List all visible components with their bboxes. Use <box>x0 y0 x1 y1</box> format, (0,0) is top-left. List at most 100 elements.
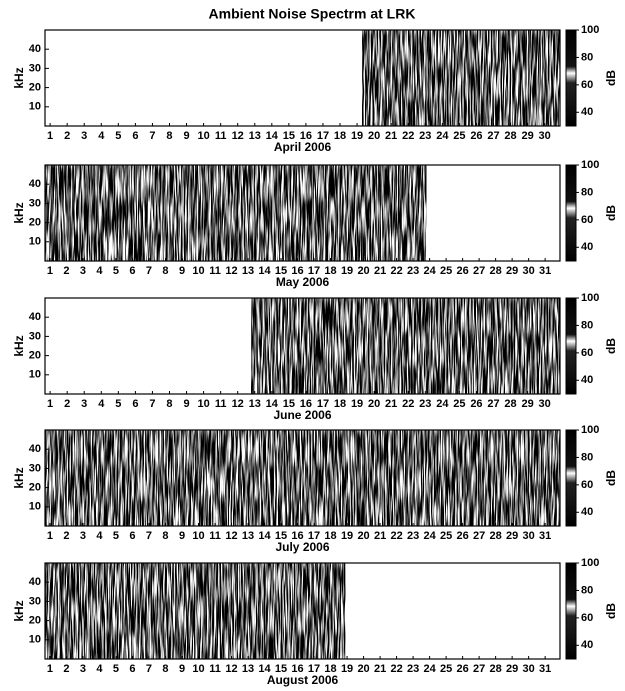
x-tick-label: 26 <box>456 663 468 675</box>
x-tick-label: 21 <box>385 130 397 142</box>
colorbar-tick-label: 100 <box>581 292 599 304</box>
x-tick-label: 11 <box>209 265 221 277</box>
x-tick-label: 11 <box>215 398 227 410</box>
x-tick-label: 7 <box>146 530 152 542</box>
x-tick-label: 12 <box>225 530 237 542</box>
x-tick-label: 17 <box>308 663 320 675</box>
y-axis-label: kHz <box>12 600 26 621</box>
x-tick-label: 20 <box>368 398 380 410</box>
x-tick-label: 20 <box>368 130 380 142</box>
y-tick-label: 20 <box>29 350 41 362</box>
colorbar <box>565 164 577 262</box>
x-tick-label: 18 <box>324 663 336 675</box>
spectrogram-data <box>45 563 346 659</box>
plot-frame <box>44 164 561 262</box>
x-tick-label: 16 <box>291 530 303 542</box>
colorbar-tick-label: 80 <box>581 319 593 331</box>
x-tick-label: 26 <box>456 530 468 542</box>
x-tick-label: 4 <box>96 663 103 675</box>
y-axis-label: kHz <box>12 202 26 223</box>
spectrogram-data <box>45 165 427 261</box>
x-tick-label: 23 <box>407 663 419 675</box>
chart-title: Ambient Noise Spectrm at LRK <box>209 6 416 22</box>
colorbar-tick-label: 100 <box>581 24 599 36</box>
x-tick-label: 25 <box>440 530 452 542</box>
y-axis-label: kHz <box>12 335 26 356</box>
x-tick-label: 24 <box>423 265 436 277</box>
y-axis-label: kHz <box>12 67 26 88</box>
spectrogram-noise <box>362 30 560 126</box>
plot-frame <box>44 562 561 660</box>
y-tick-label: 20 <box>29 482 41 494</box>
x-tick-label: 3 <box>80 663 86 675</box>
x-tick-label: 28 <box>490 530 502 542</box>
colorbar-label: dB <box>604 603 618 619</box>
x-tick-label: 7 <box>146 663 152 675</box>
x-tick-label: 13 <box>249 130 261 142</box>
spectrogram-noise <box>45 165 427 261</box>
colorbar <box>565 297 577 395</box>
x-tick-label: 16 <box>300 398 312 410</box>
y-tick-label: 20 <box>29 615 41 627</box>
x-tick-label: 21 <box>374 265 386 277</box>
x-tick-label: 19 <box>341 663 353 675</box>
x-tick-label: 31 <box>539 265 551 277</box>
x-tick-label: 10 <box>197 130 209 142</box>
plot-frame <box>44 429 561 527</box>
colorbar-label: dB <box>604 470 618 486</box>
spectrogram-noise <box>45 563 346 659</box>
x-tick-label: 30 <box>523 265 535 277</box>
x-tick-label: 5 <box>113 265 119 277</box>
x-tick-label: 23 <box>407 265 419 277</box>
x-tick-label: 7 <box>149 130 155 142</box>
x-tick-label: 2 <box>63 530 69 542</box>
x-tick-label: 1 <box>47 530 53 542</box>
y-tick-label: 30 <box>29 330 41 342</box>
x-tick-label: 27 <box>487 398 499 410</box>
x-tick-label: 29 <box>506 663 518 675</box>
x-tick-label: 2 <box>64 398 70 410</box>
x-tick-label: 29 <box>521 398 533 410</box>
x-axis-label: May 2006 <box>276 275 330 289</box>
x-tick-label: 9 <box>179 663 185 675</box>
x-tick-label: 22 <box>390 663 402 675</box>
x-tick-label: 12 <box>225 265 237 277</box>
x-tick-label: 12 <box>232 398 244 410</box>
colorbar-tick-label: 100 <box>581 159 599 171</box>
y-tick-label: 40 <box>29 576 41 588</box>
x-tick-label: 20 <box>357 265 369 277</box>
x-tick-label: 21 <box>374 663 386 675</box>
spectrogram-data <box>251 298 560 394</box>
x-tick-label: 8 <box>166 398 172 410</box>
colorbar-tick-label: 100 <box>581 557 599 569</box>
colorbar <box>565 29 577 127</box>
x-tick-label: 19 <box>351 130 363 142</box>
x-tick-label: 12 <box>225 663 237 675</box>
y-tick-label: 20 <box>29 82 41 94</box>
colorbar-tick-label: 40 <box>581 374 593 386</box>
x-tick-label: 14 <box>258 663 271 675</box>
x-tick-label: 28 <box>490 663 502 675</box>
x-tick-label: 9 <box>183 130 189 142</box>
spectrogram-noise <box>45 430 560 526</box>
x-tick-label: 31 <box>539 663 551 675</box>
colorbar-tick-label: 40 <box>581 106 593 118</box>
y-tick-label: 40 <box>29 443 41 455</box>
x-tick-label: 16 <box>291 265 303 277</box>
x-tick-label: 8 <box>162 530 168 542</box>
y-tick-label: 30 <box>29 595 41 607</box>
x-tick-label: 15 <box>275 663 287 675</box>
x-tick-label: 11 <box>215 130 227 142</box>
colorbar-tick-label: 80 <box>581 451 593 463</box>
colorbar-tick-label: 60 <box>581 479 593 491</box>
colorbar-tick-label: 80 <box>581 51 593 63</box>
x-tick-label: 28 <box>490 265 502 277</box>
colorbar-tick-label: 40 <box>581 506 593 518</box>
y-tick-label: 40 <box>29 43 41 55</box>
y-tick-label: 30 <box>29 462 41 474</box>
x-tick-label: 20 <box>357 663 369 675</box>
x-tick-label: 18 <box>334 130 346 142</box>
y-tick-label: 40 <box>29 178 41 190</box>
x-tick-label: 14 <box>258 265 271 277</box>
